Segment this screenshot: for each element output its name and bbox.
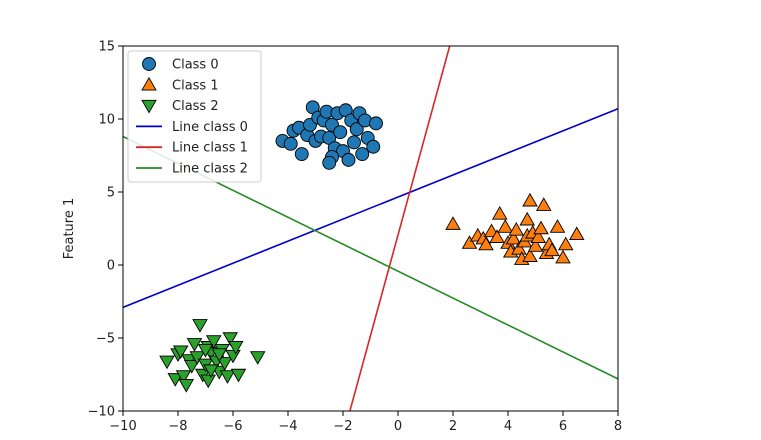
class-2-point — [197, 343, 214, 358]
class-2-point — [249, 351, 266, 365]
y-axis-title: Feature 1 — [62, 198, 77, 260]
x-tick-label: −10 — [109, 419, 136, 434]
y-tick-label: −10 — [88, 405, 115, 420]
y-tick-label: 10 — [98, 113, 115, 128]
class-1-point — [555, 249, 571, 264]
class-1-point — [522, 248, 538, 262]
x-tick-label: −6 — [223, 419, 242, 434]
class-2-point — [230, 368, 247, 383]
y-tick-label: −5 — [96, 332, 115, 347]
legend-label: Class 0 — [172, 58, 219, 73]
class-1-point — [445, 216, 461, 230]
class-1-point — [535, 197, 552, 211]
class-2-point — [205, 335, 222, 349]
legend-label: Line class 1 — [172, 141, 248, 156]
class-1-point — [497, 219, 514, 233]
x-tick-label: −4 — [278, 419, 297, 434]
class-1-point — [533, 220, 549, 235]
class-2-point — [227, 341, 244, 355]
class-2-point — [159, 355, 175, 370]
class-0-point — [341, 152, 356, 167]
legend-marker-class-1 — [141, 76, 157, 91]
class-1-point — [461, 235, 478, 249]
y-tick-label: 0 — [107, 259, 115, 274]
class-1-point — [519, 211, 536, 226]
legend-label: Line class 0 — [172, 120, 248, 135]
y-tick-label: 5 — [107, 186, 115, 201]
class-0-point — [294, 147, 309, 161]
class-1-point — [489, 229, 505, 243]
legend-label: Class 2 — [172, 99, 219, 114]
class-2-point — [175, 370, 192, 384]
class-0-point — [366, 139, 381, 154]
class-2-point — [192, 319, 208, 333]
class-0-point — [322, 155, 337, 170]
class-0-point — [347, 135, 361, 150]
class-1-point — [508, 222, 525, 236]
class-1-point — [544, 242, 560, 257]
legend-marker-class-2 — [141, 99, 157, 114]
x-tick-label: −8 — [168, 419, 187, 434]
x-tick-label: 6 — [559, 419, 567, 434]
x-tick-label: 8 — [614, 419, 622, 434]
class-0-point — [333, 125, 348, 140]
legend-marker-class-0 — [142, 57, 156, 71]
legend-label: Line class 2 — [172, 162, 248, 177]
line-class-0 — [123, 108, 618, 309]
class-0-point — [355, 147, 370, 161]
legend-label: Class 1 — [172, 78, 219, 93]
class-1-point — [491, 205, 508, 220]
class-2-point — [178, 379, 195, 393]
class-2-point — [200, 374, 217, 389]
y-axis: −10 −5 0 5 10 15 — [88, 40, 123, 420]
class-1-point — [557, 236, 574, 251]
plot-frame — [122, 45, 619, 412]
class-1-point — [511, 241, 527, 255]
class-2-point — [203, 364, 219, 379]
class-1-point — [478, 236, 494, 251]
legend: Class 0 Class 1 Class 2 Line class 0 Line cl… — [127, 50, 262, 183]
class-1-point — [505, 230, 522, 245]
x-tick-label: 2 — [449, 419, 457, 434]
x-tick-label: 4 — [504, 419, 512, 434]
class-1-point — [530, 229, 547, 243]
class-2-point — [211, 348, 228, 362]
x-axis: −10 −8 −6 −4 −2 0 2 4 6 8 — [109, 411, 622, 434]
class-1-point — [568, 226, 585, 241]
class-1-point — [527, 238, 544, 252]
legend-box — [127, 50, 262, 183]
x-tick-label: 0 — [394, 419, 402, 434]
class-0-point — [283, 136, 298, 151]
class-2-point — [219, 370, 236, 384]
class-0-point — [369, 116, 383, 131]
class-1-point — [549, 219, 566, 233]
class-2-point — [183, 360, 200, 374]
class-2-point — [189, 351, 206, 365]
class-2-point — [186, 338, 203, 352]
class-2-point — [172, 345, 189, 360]
class-2-point — [222, 332, 239, 346]
class-2-point — [167, 373, 184, 387]
x-tick-label: −2 — [333, 419, 352, 434]
line-class-1 — [349, 46, 451, 411]
class-0-point — [349, 122, 364, 137]
scatter-points — [159, 100, 585, 393]
class-2-point — [216, 357, 233, 371]
y-tick-label: 15 — [98, 40, 115, 55]
class-1-point — [522, 192, 538, 207]
